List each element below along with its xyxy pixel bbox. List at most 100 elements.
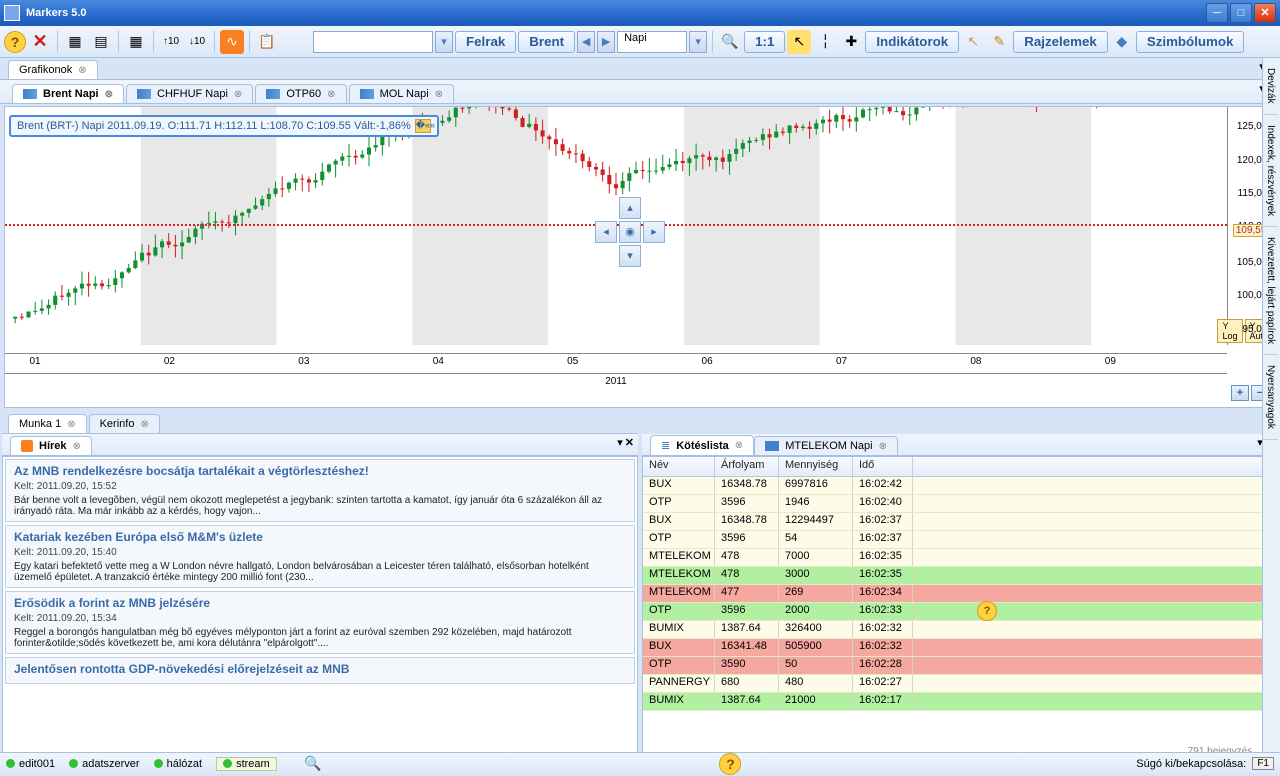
nav-center-icon[interactable]: ◉ xyxy=(619,221,641,243)
szimbolumok-button[interactable]: Szimbólumok xyxy=(1136,31,1245,53)
ylog-button[interactable]: Y Log xyxy=(1217,319,1242,343)
rajzelemek-button[interactable]: Rajzelemek xyxy=(1013,31,1108,53)
maximize-button[interactable]: □ xyxy=(1230,3,1252,23)
close-button[interactable]: ✕ xyxy=(1254,3,1276,23)
delete-icon[interactable]: ✕ xyxy=(28,30,52,54)
tab-mtelekom[interactable]: MTELEKOM Napi⊗ xyxy=(754,436,898,455)
table-row[interactable]: OTP3596194616:02:40 xyxy=(643,495,1277,513)
side-tab-devizak[interactable]: Devizák xyxy=(1263,58,1278,115)
table-row[interactable]: BUX16348.781229449716:02:37 xyxy=(643,513,1277,531)
table-row[interactable]: BUMIX1387.642100016:02:17 xyxy=(643,693,1277,711)
close-icon[interactable]: ⊗ xyxy=(78,65,86,76)
close-icon[interactable]: ⊗ xyxy=(105,89,113,100)
nav-right-icon[interactable]: ▸ xyxy=(643,221,665,243)
note-icon[interactable]: 📋 xyxy=(255,30,279,54)
tab-koteslista[interactable]: ≣Kötéslista⊗ xyxy=(650,435,754,455)
view2-icon[interactable]: ▤ xyxy=(89,30,113,54)
left-subtabs: Munka 1⊗ Kerinfo⊗ xyxy=(2,412,638,434)
chevron-down-icon[interactable]: �«« xyxy=(415,119,431,133)
col-price[interactable]: Árfolyam xyxy=(715,457,779,476)
tab-grafikonok[interactable]: Grafikonok ⊗ xyxy=(8,60,98,79)
close-icon[interactable]: ⊗ xyxy=(879,441,887,452)
rss-icon[interactable]: ∿ xyxy=(220,30,244,54)
table-row[interactable]: MTELEKOM478700016:02:35 xyxy=(643,549,1277,567)
chart-info-box[interactable]: Brent (BRT-) Napi 2011.09.19. O:111.71 H… xyxy=(9,115,439,137)
close-icon[interactable]: ⊗ xyxy=(234,89,242,100)
chart-tab-3[interactable]: MOL Napi⊗ xyxy=(349,84,455,103)
table-row[interactable]: PANNERGY68048016:02:27 xyxy=(643,675,1277,693)
close-panel-icon[interactable]: ✕ xyxy=(625,436,634,449)
pointer-icon[interactable]: ↖ xyxy=(961,30,985,54)
side-tab-nyersanyagok[interactable]: Nyersanyagok xyxy=(1263,355,1278,440)
brent-button[interactable]: Brent xyxy=(518,31,575,53)
xtick: 07 xyxy=(836,356,847,367)
status-item: hálózat xyxy=(154,757,202,771)
ratio-button[interactable]: 1:1 xyxy=(744,31,785,53)
chart-tab-1[interactable]: CHFHUF Napi⊗ xyxy=(126,84,253,103)
vline-icon[interactable]: ╎ xyxy=(813,30,837,54)
symbols-icon[interactable]: ◆ xyxy=(1110,30,1134,54)
close-icon[interactable]: ⊗ xyxy=(73,441,81,452)
table-row[interactable]: OTP35905016:02:28 xyxy=(643,657,1277,675)
sort-asc-icon[interactable]: ↑10 xyxy=(159,30,183,54)
table-row[interactable]: OTP3596200016:02:33 xyxy=(643,603,1277,621)
chart-tab-2[interactable]: OTP60⊗ xyxy=(255,84,346,103)
col-time[interactable]: Idő xyxy=(853,457,913,476)
nav-left-icon[interactable]: ◀ xyxy=(577,31,595,53)
table-row[interactable]: MTELEKOM47726916:02:34 xyxy=(643,585,1277,603)
close-icon[interactable]: ⊗ xyxy=(140,419,148,430)
symbol-input[interactable] xyxy=(313,31,433,53)
news-item[interactable]: Katariak kezében Európa első M&M's üzlet… xyxy=(5,525,635,588)
zoom-icon[interactable]: 🔍 xyxy=(718,30,742,54)
side-tab-indexek[interactable]: Indexek, részvények xyxy=(1263,115,1278,227)
table-body[interactable]: BUX16348.78699781616:02:42OTP3596194616:… xyxy=(643,477,1277,743)
symbol-dropdown-icon[interactable]: ▾ xyxy=(435,31,453,53)
close-icon[interactable]: ⊗ xyxy=(67,419,75,430)
nav-up-icon[interactable]: ▴ xyxy=(619,197,641,219)
help-icon[interactable]: ? xyxy=(4,31,26,53)
zoom-in-button[interactable]: + xyxy=(1231,385,1249,401)
table-row[interactable]: BUX16348.78699781616:02:42 xyxy=(643,477,1277,495)
table-row[interactable]: BUMIX1387.6432640016:02:32 xyxy=(643,621,1277,639)
table-row[interactable]: BUX16341.4850590016:02:32 xyxy=(643,639,1277,657)
sort-desc-icon[interactable]: ↓10 xyxy=(185,30,209,54)
close-icon[interactable]: ⊗ xyxy=(435,89,443,100)
minimize-panel-icon[interactable]: ▾ xyxy=(617,436,623,449)
close-icon[interactable]: ⊗ xyxy=(327,89,335,100)
indikatorok-button[interactable]: Indikátorok xyxy=(865,31,959,53)
grid-icon[interactable]: ▦ xyxy=(124,30,148,54)
tab-hirek[interactable]: Hírek⊗ xyxy=(10,436,92,455)
tab-kerinfo[interactable]: Kerinfo⊗ xyxy=(89,414,160,433)
chart-year-label: 2011 xyxy=(5,373,1227,387)
cursor-icon[interactable]: ↖ xyxy=(787,30,811,54)
news-item[interactable]: Jelentősen rontotta GDP-növekedési előre… xyxy=(5,657,635,684)
view1-icon[interactable]: ▦ xyxy=(63,30,87,54)
news-item[interactable]: Erősödik a forint az MNB jelzéséreKelt: … xyxy=(5,591,635,654)
close-icon[interactable]: ⊗ xyxy=(735,440,743,451)
nav-left-icon[interactable]: ◂ xyxy=(595,221,617,243)
col-name[interactable]: Név xyxy=(643,457,715,476)
period-dropdown-icon[interactable]: ▾ xyxy=(689,31,707,53)
table-row[interactable]: MTELEKOM478300016:02:35 xyxy=(643,567,1277,585)
help-icon[interactable]: ? xyxy=(719,753,741,775)
col-qty[interactable]: Mennyiség xyxy=(779,457,853,476)
side-tab-kivezetett[interactable]: Kivezetett, lejárt papírok xyxy=(1263,227,1278,355)
period-select[interactable]: Napi xyxy=(617,31,687,53)
search-icon[interactable]: 🔍 xyxy=(301,752,325,776)
status-led-icon xyxy=(69,759,78,768)
nav-right-icon[interactable]: ▶ xyxy=(597,31,615,53)
felrak-button[interactable]: Felrak xyxy=(455,31,516,53)
chart-tab-0[interactable]: Brent Napi⊗ xyxy=(12,84,124,103)
nav-down-icon[interactable]: ▾ xyxy=(619,245,641,267)
xtick: 03 xyxy=(298,356,309,367)
news-item[interactable]: Az MNB rendelkezésre bocsátja tartalékai… xyxy=(5,459,635,522)
tab-munka1[interactable]: Munka 1⊗ xyxy=(8,414,87,433)
news-list[interactable]: Az MNB rendelkezésre bocsátja tartalékai… xyxy=(2,456,638,760)
cross-icon[interactable]: ✚ xyxy=(839,30,863,54)
xtick: 08 xyxy=(970,356,981,367)
minimize-button[interactable]: ─ xyxy=(1206,3,1228,23)
f1-key: F1 xyxy=(1252,757,1274,770)
table-row[interactable]: OTP35965416:02:37 xyxy=(643,531,1277,549)
pencil-icon[interactable]: ✎ xyxy=(987,30,1011,54)
help-icon[interactable]: ? xyxy=(977,601,997,621)
